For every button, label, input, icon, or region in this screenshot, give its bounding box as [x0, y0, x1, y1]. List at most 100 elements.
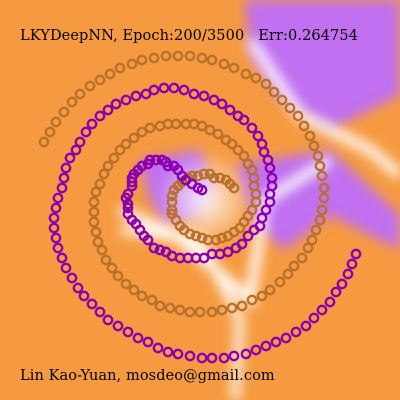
class-b-point-50	[144, 122, 156, 134]
class-b-point-70	[128, 284, 140, 296]
class-b-point-109	[228, 62, 240, 74]
class-b-point-80	[226, 302, 238, 314]
class-b-point-120	[104, 68, 116, 80]
class-a-point-39	[222, 246, 234, 258]
class-a-point-114	[300, 320, 312, 332]
class-b-point-83	[256, 290, 268, 302]
class-b-point-125	[58, 106, 70, 118]
class-a-point-118	[330, 286, 342, 298]
class-b-point-93	[316, 204, 328, 216]
class-a-point-92	[78, 290, 90, 302]
class-a-point-60	[216, 98, 228, 110]
class-b-point-105	[268, 86, 280, 98]
class-a-point-104	[196, 352, 208, 364]
class-b-point-15	[166, 204, 178, 216]
class-a-point-6	[168, 160, 180, 172]
class-b-point-106	[260, 78, 272, 90]
class-a-point-50	[266, 172, 278, 184]
class-b-point-101	[298, 120, 310, 132]
class-a-point-21	[122, 198, 134, 210]
class-a-point-45	[256, 212, 268, 224]
class-a-point-96	[112, 320, 124, 332]
class-a-point-87	[52, 242, 64, 254]
class-b-point-43	[204, 124, 216, 136]
class-b-point-65	[96, 244, 108, 256]
class-b-point-51	[136, 126, 148, 138]
class-b-point-118	[126, 58, 138, 70]
class-b-point-56	[102, 160, 114, 172]
class-b-point-75	[174, 304, 186, 316]
class-a-point-91	[72, 282, 84, 294]
class-a-point-12	[142, 158, 154, 170]
class-a-point-82	[52, 192, 64, 204]
class-b-point-100	[304, 130, 316, 142]
class-b-point-76	[184, 306, 196, 318]
class-b-point-31	[246, 204, 258, 216]
class-a-point-116	[316, 304, 328, 316]
class-b-point-60	[88, 196, 100, 208]
class-a-point-72	[102, 104, 114, 116]
class-a-point-67	[148, 84, 160, 96]
class-b-point-57	[98, 168, 110, 180]
class-b-point-24	[210, 234, 222, 246]
class-a-point-105	[206, 352, 218, 364]
class-b-point-104	[276, 94, 288, 106]
class-a-point-78	[64, 152, 76, 164]
class-b-point-68	[112, 270, 124, 282]
class-b-point-21	[190, 230, 202, 242]
class-a-point-86	[50, 232, 62, 244]
class-a-point-106	[218, 352, 230, 364]
class-b-point-103	[284, 102, 296, 114]
class-a-point-28	[142, 234, 154, 246]
class-b-point-52	[128, 132, 140, 144]
class-a-point-81	[56, 182, 68, 194]
class-a-point-97	[122, 326, 134, 338]
class-b-point-41	[220, 134, 232, 146]
class-a-points	[48, 82, 362, 364]
class-b-point-42	[212, 128, 224, 140]
class-b-point-84	[264, 284, 276, 296]
class-a-point-76	[74, 136, 86, 148]
class-a-point-62	[198, 90, 210, 102]
class-a-point-36	[198, 252, 210, 264]
class-a-point-108	[240, 348, 252, 360]
class-b-point-2	[220, 174, 232, 186]
class-a-point-29	[148, 242, 160, 254]
class-b-point-6	[198, 168, 210, 180]
class-b-point-66	[100, 254, 112, 266]
class-b-point-113	[184, 50, 196, 62]
class-a-point-30	[154, 244, 166, 256]
class-a-point-90	[66, 272, 78, 284]
class-b-point-99	[308, 140, 320, 152]
class-b-point-115	[160, 50, 172, 62]
class-a-point-18	[126, 180, 138, 192]
class-a-point-77	[70, 144, 82, 156]
class-a-point-42	[242, 230, 254, 242]
class-a-point-41	[236, 238, 248, 250]
class-a-point-79	[60, 162, 72, 174]
decision-boundary	[117, 37, 400, 400]
class-b-point-95	[318, 182, 330, 194]
class-b-point-96	[316, 170, 328, 182]
class-b-point-63	[90, 226, 102, 238]
class-a-point-95	[102, 314, 114, 326]
class-b-point-114	[172, 50, 184, 62]
class-b-point-122	[84, 80, 96, 92]
network-name: LKYDeepNN	[20, 28, 114, 44]
class-a-point-10	[150, 154, 162, 166]
epoch-counter: Epoch:200/3500	[122, 28, 245, 44]
class-b-point-85	[274, 276, 286, 288]
class-b-point-46	[180, 118, 192, 130]
class-b-point-54	[114, 144, 126, 156]
class-a-point-55	[252, 130, 264, 142]
class-a-point-80	[58, 172, 70, 184]
class-b-point-5	[204, 168, 216, 180]
class-b-point-82	[246, 294, 258, 306]
class-b-point-7	[192, 170, 204, 182]
class-b-point-128	[38, 136, 50, 148]
class-a-point-61	[208, 94, 220, 106]
class-b-point-49	[154, 120, 166, 132]
class-a-point-111	[270, 336, 282, 348]
class-a-point-120	[342, 268, 354, 280]
